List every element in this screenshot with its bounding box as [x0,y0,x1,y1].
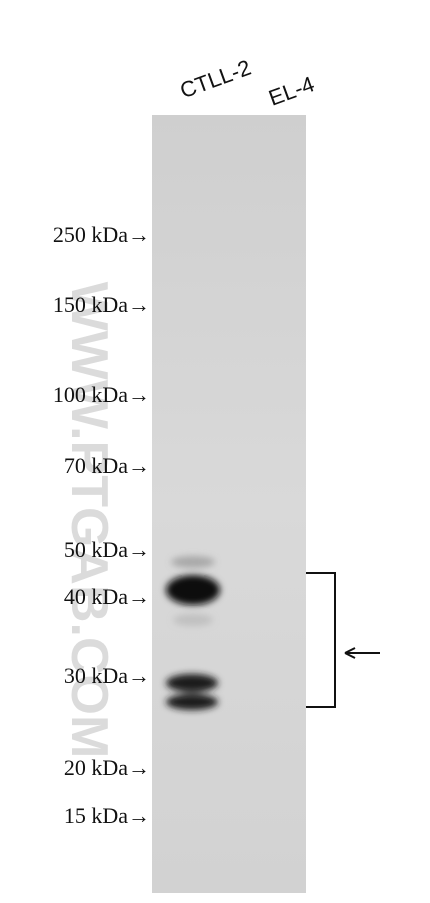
lane-label: EL-4 [265,71,317,110]
bands [166,556,220,710]
marker-label: 100 kDa→ [53,382,150,407]
marker-label: 40 kDa→ [64,584,150,609]
marker-label: 150 kDa→ [53,292,150,317]
bracket [306,572,336,708]
marker-label: 20 kDa→ [64,755,150,780]
marker-label: 70 kDa→ [64,453,150,478]
watermark: WWW.PTGAB.COM [60,282,118,759]
marker-label: 250 kDa→ [53,222,150,247]
marker-label: 15 kDa→ [64,803,150,828]
lane-label: CTLL-2 [177,55,254,104]
marker-label: 30 kDa→ [64,663,150,688]
marker-label: 50 kDa→ [64,537,150,562]
target-arrow [344,647,380,659]
blot-membrane [152,115,306,893]
